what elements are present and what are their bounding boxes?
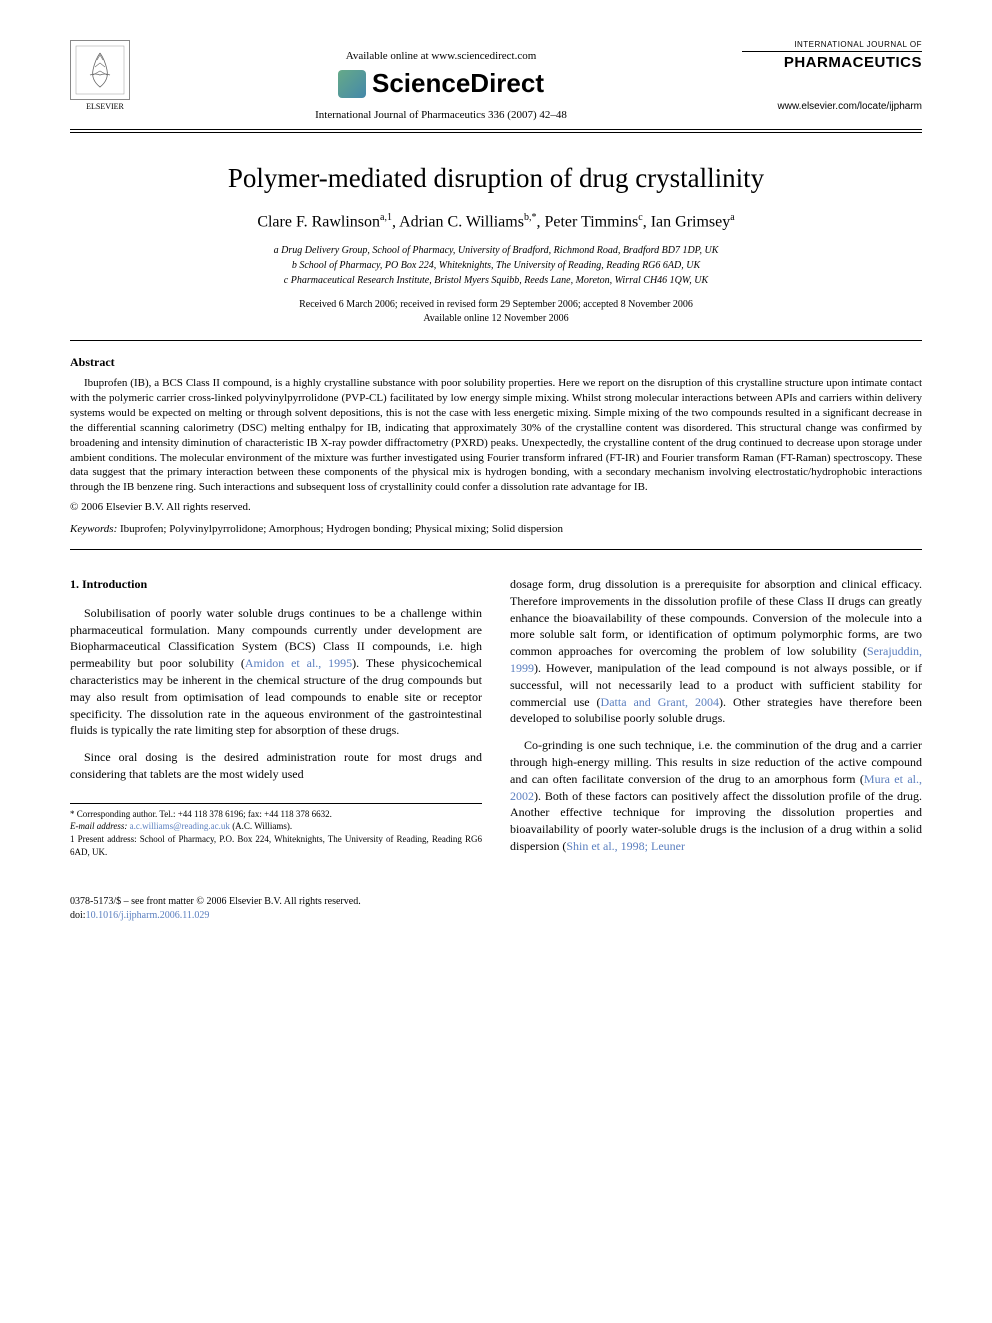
elsevier-logo: ELSEVIER bbox=[70, 40, 140, 111]
journal-brand: INTERNATIONAL JOURNAL OF PHARMACEUTICS w… bbox=[742, 40, 922, 112]
received-date: Received 6 March 2006; received in revis… bbox=[70, 298, 922, 312]
present-address: 1 Present address: School of Pharmacy, P… bbox=[70, 833, 482, 858]
citation-link-amidon[interactable]: Amidon et al., 1995 bbox=[245, 656, 352, 670]
divider-thin bbox=[70, 132, 922, 133]
journal-brand-main: PHARMACEUTICS bbox=[742, 54, 922, 71]
divider-sep-1 bbox=[70, 340, 922, 341]
citation-link-shin[interactable]: Shin et al., 1998; Leuner bbox=[566, 839, 685, 853]
email-line: E-mail address: a.c.williams@reading.ac.… bbox=[70, 820, 482, 833]
abstract-copyright: © 2006 Elsevier B.V. All rights reserved… bbox=[70, 501, 922, 513]
affiliation-c: c Pharmaceutical Research Institute, Bri… bbox=[70, 273, 922, 288]
email-who: (A.C. Williams). bbox=[232, 821, 292, 831]
intro-paragraph-4: Co-grinding is one such technique, i.e. … bbox=[510, 737, 922, 855]
available-date: Available online 12 November 2006 bbox=[70, 312, 922, 326]
footer-doi: doi:10.1016/j.ijpharm.2006.11.029 bbox=[70, 909, 922, 923]
journal-url: www.elsevier.com/locate/ijpharm bbox=[742, 101, 922, 112]
corresponding-author: * Corresponding author. Tel.: +44 118 37… bbox=[70, 808, 482, 821]
doi-link[interactable]: 10.1016/j.ijpharm.2006.11.029 bbox=[86, 910, 210, 921]
affiliation-b: b School of Pharmacy, PO Box 224, Whitek… bbox=[70, 258, 922, 273]
journal-reference: International Journal of Pharmaceutics 3… bbox=[140, 109, 742, 121]
keywords-text: Ibuprofen; Polyvinylpyrrolidone; Amorpho… bbox=[120, 523, 563, 535]
intro-paragraph-1: Solubilisation of poorly water soluble d… bbox=[70, 605, 482, 739]
citation-link-datta[interactable]: Datta and Grant, 2004 bbox=[601, 695, 719, 709]
intro-paragraph-2: Since oral dosing is the desired adminis… bbox=[70, 749, 482, 783]
dates-block: Received 6 March 2006; received in revis… bbox=[70, 298, 922, 326]
footer-block: 0378-5173/$ – see front matter © 2006 El… bbox=[70, 895, 922, 923]
column-right: dosage form, drug dissolution is a prere… bbox=[510, 576, 922, 865]
body-columns: 1. Introduction Solubilisation of poorly… bbox=[70, 576, 922, 865]
available-online-text: Available online at www.sciencedirect.co… bbox=[140, 50, 742, 62]
elsevier-tree-icon bbox=[70, 40, 130, 100]
affiliations: a Drug Delivery Group, School of Pharmac… bbox=[70, 243, 922, 288]
divider-sep-2 bbox=[70, 549, 922, 550]
email-link[interactable]: a.c.williams@reading.ac.uk bbox=[130, 821, 230, 831]
sciencedirect-text: ScienceDirect bbox=[372, 68, 544, 99]
affiliation-a: a Drug Delivery Group, School of Pharmac… bbox=[70, 243, 922, 258]
footer-line-1: 0378-5173/$ – see front matter © 2006 El… bbox=[70, 895, 922, 909]
section-1-heading: 1. Introduction bbox=[70, 576, 482, 593]
keywords-label: Keywords: bbox=[70, 523, 117, 535]
abstract-heading: Abstract bbox=[70, 355, 922, 370]
footnotes-block: * Corresponding author. Tel.: +44 118 37… bbox=[70, 803, 482, 858]
email-label: E-mail address: bbox=[70, 821, 127, 831]
sciencedirect-brand: ScienceDirect bbox=[140, 68, 742, 99]
keywords-line: Keywords: Ibuprofen; Polyvinylpyrrolidon… bbox=[70, 523, 922, 535]
intro-paragraph-3: dosage form, drug dissolution is a prere… bbox=[510, 576, 922, 727]
column-left: 1. Introduction Solubilisation of poorly… bbox=[70, 576, 482, 865]
journal-brand-top: INTERNATIONAL JOURNAL OF bbox=[742, 40, 922, 52]
paper-title: Polymer-mediated disruption of drug crys… bbox=[70, 163, 922, 194]
divider-thick bbox=[70, 129, 922, 130]
header-row: ELSEVIER Available online at www.science… bbox=[70, 40, 922, 121]
abstract-text: Ibuprofen (IB), a BCS Class II compound,… bbox=[70, 376, 922, 495]
sciencedirect-icon bbox=[338, 70, 366, 98]
center-header: Available online at www.sciencedirect.co… bbox=[140, 40, 742, 121]
publisher-name: ELSEVIER bbox=[70, 102, 140, 111]
authors-line: Clare F. Rawlinsona,1, Adrian C. William… bbox=[70, 212, 922, 231]
